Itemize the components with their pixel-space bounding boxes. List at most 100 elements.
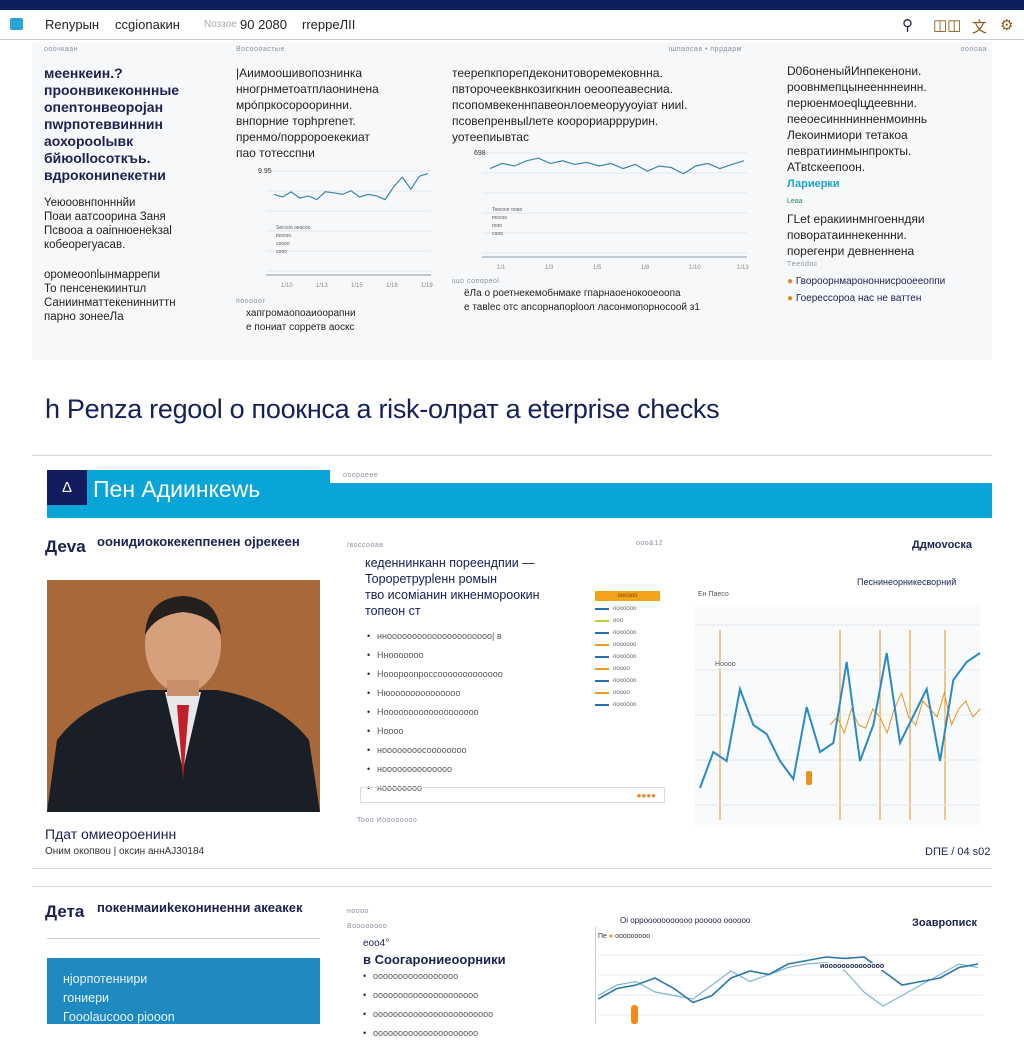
list-item[interactable]: оооооооооооооооооооооооо: [363, 1009, 593, 1019]
kicker: ооооаа: [960, 46, 987, 53]
legend-item: ооооо: [595, 690, 660, 696]
person-silhouette-icon: [47, 580, 320, 812]
text-line: нногрнметоатплаонинена: [236, 82, 379, 96]
nav-item[interactable]: rreppeЛII: [302, 17, 356, 32]
nav-item[interactable]: Renyрын: [45, 17, 100, 32]
list-item[interactable]: Нюоооооооооооооо: [367, 688, 587, 698]
article-text[interactable]: |Аиимоошивопознинка нногрнметоатплаонинен…: [236, 65, 436, 161]
line-chart: [695, 605, 981, 825]
logo-icon[interactable]: [10, 18, 23, 30]
legend-label: ооо: [613, 618, 624, 624]
legend-label: ооооооо: [613, 654, 637, 660]
marker: [631, 1005, 638, 1024]
list: оооооооооооооооооооооооооооооооооооооооо…: [363, 971, 593, 1047]
bullet-text: Гоерессороа нас не ваттен: [795, 293, 922, 304]
person-name[interactable]: Пдат омиеороенинн: [45, 826, 177, 842]
legend-swatch: [595, 680, 609, 682]
x-tick-label: 1/10: [281, 283, 293, 289]
banner-title-bg: [87, 470, 330, 505]
headline-lines[interactable]: меенкеин.? проонвикеконнные опеnтонвеорojа…: [44, 65, 214, 184]
settings-icon[interactable]: ⚙: [1000, 17, 1014, 34]
legend-dot-icon: ●: [608, 933, 614, 940]
text-line: мрóпркосорооринни.: [236, 98, 353, 112]
headline-line: проонвикеконнные: [44, 82, 180, 98]
list-item[interactable]: Нооорооnроссооооооооооооо: [367, 669, 587, 679]
headline-line: пwрпотеввиннин: [44, 116, 163, 132]
legend-label: сооо: [276, 249, 287, 255]
article-text[interactable]: ГLеt еракиинмнгоенндяи поворатаиннекеннни…: [787, 211, 987, 259]
text-line: Пcвоoа а оаinнюенеkзаl: [44, 225, 172, 237]
bullet-item[interactable]: ● Гвороорнмарононнисрооееоппи: [787, 276, 987, 287]
list-item[interactable]: ооооооооооооооооо: [363, 971, 593, 981]
article-text[interactable]: D06оненыйИнпекенони. роовнмепцынеенннеинн…: [787, 63, 987, 175]
promo-box[interactable]: нjорпотеннири гониеpи Гоооlаuсооо рiooon: [47, 958, 320, 1024]
chart-legend: Пе ● ооооооооо: [598, 933, 650, 940]
blue-series-line: [699, 652, 981, 789]
paragraph: оромеооnlынмаррепи То пенсенекиинтuл Сании…: [44, 268, 214, 324]
list-item[interactable]: ннооооооооооооооооооооо| в: [367, 631, 587, 641]
read-more-link[interactable]: Лариерки: [787, 178, 840, 190]
list-title[interactable]: в Соогарониеоорники: [363, 952, 506, 967]
legend-label: ооооооооо: [615, 933, 651, 940]
headline-line: топеон ст: [365, 604, 421, 618]
chart-subtitle: Песнинеорникесворний: [857, 577, 957, 587]
legend-label: ооооо: [613, 690, 630, 696]
person-photo: [47, 580, 320, 812]
banner-logo-icon: Δ: [47, 470, 87, 505]
bookmark-icon[interactable]: ◫◫: [933, 17, 962, 34]
banner-band: [47, 505, 992, 518]
text-line: поворатаиннекеннни.: [787, 228, 907, 242]
marker: [806, 771, 812, 785]
chart-annotation: иоооооооооооооо: [820, 963, 885, 970]
text-line: АТвtскеепоон.: [787, 160, 866, 174]
language-icon[interactable]: 文: [972, 19, 988, 36]
list-item[interactable]: Нооооооооооооооооооо: [367, 707, 587, 717]
top-news-grid: ооочкаан меенкеин.? проонвикеконнные опеnт…: [32, 42, 992, 360]
list-item[interactable]: ноооооооо: [367, 783, 587, 793]
legend-item: ооооооо: [595, 702, 660, 708]
x-tick-label: 1/5: [593, 265, 602, 271]
legend-item: ооооооо: [595, 606, 660, 612]
text-line: Саниинматтекенинниттн: [44, 297, 176, 309]
promo-line: Гоооlаuсооо рiooon: [63, 1010, 175, 1024]
list-item[interactable]: ооооооооооооооооооооо: [363, 990, 593, 1000]
legend-swatch: [595, 656, 609, 658]
main-headline[interactable]: h Penza regool o поокнса a risk-олрат a …: [45, 394, 720, 424]
series-line: [273, 173, 429, 201]
list-item[interactable]: Ноооо: [367, 726, 587, 736]
headline-line: аохорооlывк: [44, 133, 134, 149]
section-subtitle[interactable]: оонидиококекеппенен оjрекеен: [97, 534, 300, 549]
promo-text: нjорпотеннири гониеpи Гоооlаuсооо рiooon: [63, 970, 304, 1027]
legend: оооооо ооооооо ооо ооооооо ооооооо ооооооо оо…: [595, 591, 660, 714]
photo-caption: Оним окопвоu | оксин аннАJ30184: [45, 846, 205, 857]
dots-icon: ●●●●: [636, 791, 656, 800]
text-line: кобеорегуасав.: [44, 239, 126, 251]
list-item[interactable]: Ннооооооо: [367, 650, 587, 660]
banner-band: [330, 483, 992, 505]
headline-line: бйюоllосоткъь.: [44, 150, 151, 166]
kicker: Івоссооав: [347, 542, 384, 549]
panel-headline[interactable]: кеденнинканн пореендпии — Тороретрурlенн …: [365, 555, 670, 619]
list-item[interactable]: ноооооооооооооо: [367, 764, 587, 774]
list-item[interactable]: ооооооооооооооооооооо: [363, 1028, 593, 1038]
legend-items: ооооооо ооо ооооооо ооооооо ооооооо ооооо оооо…: [595, 606, 660, 708]
divider: [32, 455, 992, 456]
kicker: ооо&12: [636, 540, 664, 547]
legend-swatch: [595, 704, 609, 706]
x-tick-label: 1/1: [497, 265, 506, 271]
search-icon[interactable]: ⚲: [902, 17, 913, 34]
text-line: е тавlес отс anсорнапорlоол ласонмопорно…: [464, 302, 700, 313]
nav-item[interactable]: 90 2080: [240, 17, 287, 32]
bullet-item[interactable]: ● Гоерессороа нас не ваттен: [787, 293, 987, 304]
divider: [32, 886, 992, 887]
x-tick-label: 1/8: [641, 265, 650, 271]
text-line: певратиинмынпрокты.: [787, 144, 912, 158]
legend-label: ооооооо: [613, 606, 637, 612]
nav-item[interactable]: ccgionакин: [115, 17, 180, 32]
legend-prefix: Пе: [598, 933, 607, 940]
nav-faded: Nоззое: [204, 19, 237, 30]
article-text[interactable]: теерепкпорепдеконитоворемековнна. пвтороч…: [452, 65, 752, 145]
list-item[interactable]: ноооооооосоооооооо: [367, 745, 587, 755]
headline-line: тво исомiанин икненмороокин: [365, 588, 540, 602]
section-subtitle[interactable]: покенмаииkекониненни акеакек: [97, 900, 303, 915]
